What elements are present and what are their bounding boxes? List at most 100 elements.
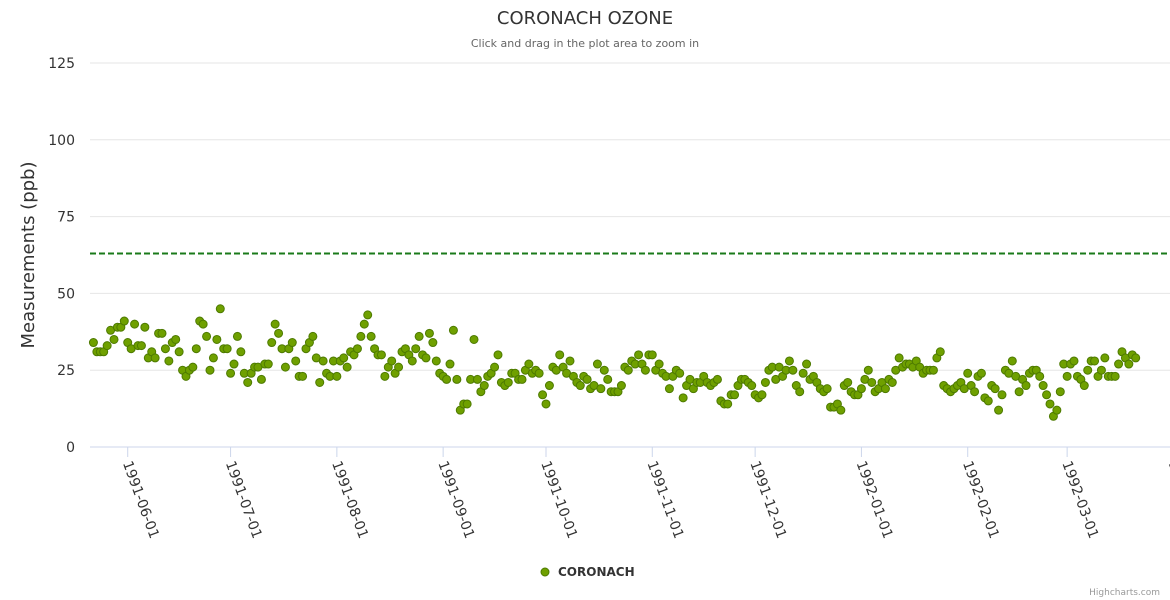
data-point[interactable] [394, 362, 404, 372]
data-point[interactable] [356, 331, 366, 341]
data-point[interactable] [274, 328, 284, 338]
data-point[interactable] [462, 399, 472, 409]
data-point[interactable] [555, 350, 565, 360]
data-point[interactable] [236, 347, 246, 357]
data-point[interactable] [1079, 381, 1089, 391]
data-point[interactable] [366, 331, 376, 341]
data-point[interactable] [894, 353, 904, 363]
data-point[interactable] [109, 334, 119, 344]
data-point[interactable] [160, 344, 170, 354]
data-point[interactable] [469, 334, 479, 344]
data-point[interactable] [1007, 356, 1017, 366]
data-point[interactable] [784, 356, 794, 366]
data-point[interactable] [376, 350, 386, 360]
data-point[interactable] [442, 374, 452, 384]
data-point[interactable] [788, 365, 798, 375]
data-point[interactable] [795, 387, 805, 397]
data-point[interactable] [359, 319, 369, 329]
data-point[interactable] [490, 362, 500, 372]
data-point[interactable] [994, 405, 1004, 415]
data-point[interactable] [575, 381, 585, 391]
data-point[interactable] [202, 331, 212, 341]
data-point[interactable] [232, 331, 242, 341]
data-point[interactable] [990, 384, 1000, 394]
data-point[interactable] [582, 374, 592, 384]
data-point[interactable] [140, 322, 150, 332]
data-point[interactable] [723, 399, 733, 409]
data-point[interactable] [757, 390, 767, 400]
data-point[interactable] [1083, 365, 1093, 375]
data-point[interactable] [352, 344, 362, 354]
data-point[interactable] [798, 368, 808, 378]
data-point[interactable] [130, 319, 140, 329]
data-point[interactable] [1069, 356, 1079, 366]
data-point[interactable] [472, 374, 482, 384]
data-point[interactable] [407, 356, 417, 366]
data-point[interactable] [654, 359, 664, 369]
data-point[interactable] [448, 325, 458, 335]
data-point[interactable] [421, 353, 431, 363]
data-point[interactable] [1090, 356, 1100, 366]
data-point[interactable] [623, 365, 633, 375]
data-point[interactable] [452, 374, 462, 384]
data-point[interactable] [592, 359, 602, 369]
data-point[interactable] [119, 316, 129, 326]
data-point[interactable] [634, 350, 644, 360]
data-point[interactable] [983, 396, 993, 406]
data-point[interactable] [270, 319, 280, 329]
data-point[interactable] [387, 356, 397, 366]
data-point[interactable] [428, 338, 438, 348]
data-point[interactable] [935, 347, 945, 357]
data-point[interactable] [678, 393, 688, 403]
data-point[interactable] [997, 390, 1007, 400]
data-point[interactable] [445, 359, 455, 369]
data-point[interactable] [363, 310, 373, 320]
data-point[interactable] [212, 334, 222, 344]
data-point[interactable] [887, 377, 897, 387]
data-point[interactable] [616, 381, 626, 391]
legend[interactable]: CORONACH [540, 565, 635, 579]
data-point[interactable] [287, 338, 297, 348]
data-point[interactable] [1038, 381, 1048, 391]
data-point[interactable] [867, 377, 877, 387]
data-point[interactable] [136, 341, 146, 351]
data-point[interactable] [1131, 353, 1141, 363]
data-point[interactable] [1062, 371, 1072, 381]
data-point[interactable] [298, 371, 308, 381]
data-point[interactable] [431, 356, 441, 366]
series-coronach[interactable] [88, 304, 1141, 421]
data-point[interactable] [198, 319, 208, 329]
data-point[interactable] [1052, 405, 1062, 415]
data-point[interactable] [263, 359, 273, 369]
data-point[interactable] [164, 356, 174, 366]
data-point[interactable] [747, 381, 757, 391]
data-point[interactable] [1055, 387, 1065, 397]
data-point[interactable] [963, 368, 973, 378]
data-point[interactable] [1100, 353, 1110, 363]
data-point[interactable] [647, 350, 657, 360]
data-point[interactable] [229, 359, 239, 369]
data-point[interactable] [1114, 359, 1124, 369]
legend-item-coronach[interactable]: CORONACH [558, 565, 635, 579]
data-point[interactable] [1045, 399, 1055, 409]
data-point[interactable] [380, 371, 390, 381]
data-point[interactable] [1021, 381, 1031, 391]
data-point[interactable] [157, 328, 167, 338]
data-point[interactable] [243, 377, 253, 387]
data-point[interactable] [414, 331, 424, 341]
data-point[interactable] [760, 377, 770, 387]
data-point[interactable] [1124, 359, 1134, 369]
data-point[interactable] [493, 350, 503, 360]
data-point[interactable] [541, 399, 551, 409]
data-point[interactable] [88, 338, 98, 348]
data-point[interactable] [318, 356, 328, 366]
data-point[interactable] [524, 359, 534, 369]
data-point[interactable] [538, 390, 548, 400]
data-point[interactable] [802, 359, 812, 369]
data-point[interactable] [856, 384, 866, 394]
data-point[interactable] [479, 381, 489, 391]
data-point[interactable] [308, 331, 318, 341]
data-point[interactable] [675, 368, 685, 378]
data-point[interactable] [171, 334, 181, 344]
